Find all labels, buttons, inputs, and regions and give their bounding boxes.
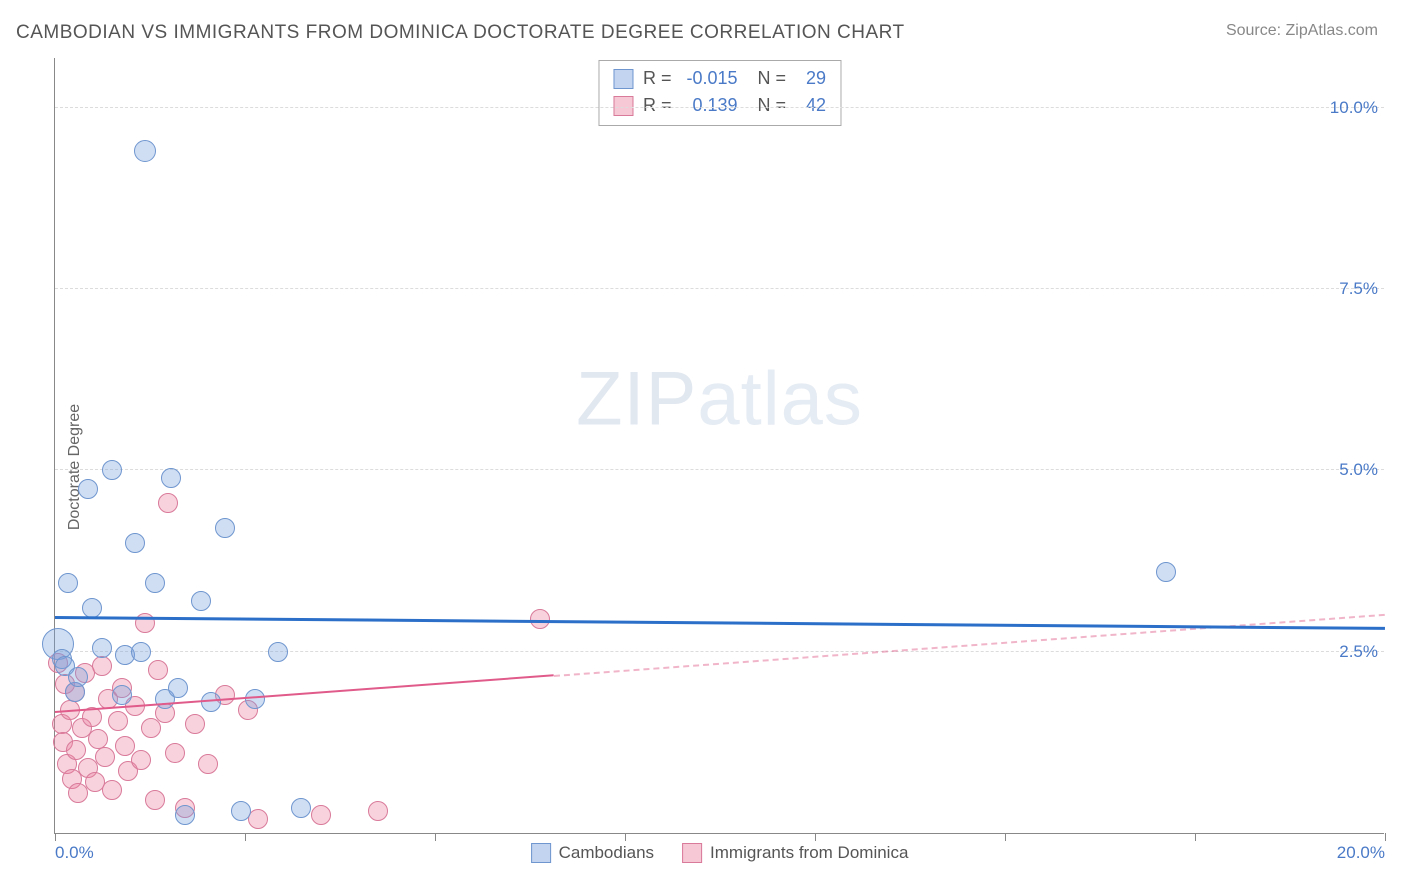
stat-r-cambodians: -0.015 xyxy=(682,65,738,92)
stat-n-label: N = xyxy=(748,65,787,92)
data-point-cambodians xyxy=(215,518,235,538)
watermark-light: atlas xyxy=(697,357,863,442)
data-point-cambodians xyxy=(245,689,265,709)
swatch-blue xyxy=(531,843,551,863)
x-tick xyxy=(1385,833,1386,841)
data-point-cambodians xyxy=(201,692,221,712)
stat-r-label: R = xyxy=(643,92,672,119)
x-tick-label: 20.0% xyxy=(1337,843,1385,863)
x-tick xyxy=(435,833,436,841)
data-point-dominica xyxy=(158,493,178,513)
legend-item-dominica: Immigrants from Dominica xyxy=(682,843,908,863)
x-tick xyxy=(1195,833,1196,841)
data-point-cambodians xyxy=(125,533,145,553)
source-label: Source: ZipAtlas.com xyxy=(1226,22,1378,40)
data-point-cambodians xyxy=(231,801,251,821)
y-tick-label: 5.0% xyxy=(1339,460,1378,480)
x-tick xyxy=(245,833,246,841)
stats-row-cambodians: R = -0.015 N = 29 xyxy=(613,65,826,92)
x-tick xyxy=(815,833,816,841)
data-point-cambodians xyxy=(268,642,288,662)
gridline xyxy=(55,651,1384,652)
chart-title: CAMBODIAN VS IMMIGRANTS FROM DOMINICA DO… xyxy=(16,22,905,44)
gridline xyxy=(55,107,1384,108)
swatch-blue xyxy=(613,69,633,89)
stat-n-cambodians: 29 xyxy=(796,65,826,92)
data-point-dominica xyxy=(145,790,165,810)
data-point-cambodians xyxy=(112,685,132,705)
data-point-cambodians xyxy=(291,798,311,818)
stat-r-dominica: 0.139 xyxy=(682,92,738,119)
stat-r-label: R = xyxy=(643,65,672,92)
x-tick xyxy=(1005,833,1006,841)
watermark: ZIPatlas xyxy=(576,356,863,443)
plot-area: ZIPatlas R = -0.015 N = 29 R = 0.139 N =… xyxy=(54,58,1384,834)
data-point-dominica xyxy=(88,729,108,749)
stat-n-label: N = xyxy=(748,92,787,119)
x-tick xyxy=(55,833,56,841)
data-point-dominica xyxy=(368,801,388,821)
gridline xyxy=(55,288,1384,289)
data-point-dominica xyxy=(165,743,185,763)
data-point-cambodians xyxy=(82,598,102,618)
data-point-dominica xyxy=(148,660,168,680)
legend-label-cambodians: Cambodians xyxy=(559,843,654,863)
data-point-cambodians xyxy=(134,140,156,162)
data-point-dominica xyxy=(66,740,86,760)
y-tick-label: 2.5% xyxy=(1339,642,1378,662)
x-tick xyxy=(625,833,626,841)
data-point-dominica xyxy=(95,747,115,767)
data-point-cambodians xyxy=(1156,562,1176,582)
data-point-cambodians xyxy=(68,667,88,687)
x-tick-label: 0.0% xyxy=(55,843,94,863)
y-tick-label: 7.5% xyxy=(1339,279,1378,299)
data-point-cambodians xyxy=(191,591,211,611)
legend-label-dominica: Immigrants from Dominica xyxy=(710,843,908,863)
data-point-cambodians xyxy=(102,460,122,480)
data-point-dominica xyxy=(92,656,112,676)
data-point-cambodians xyxy=(78,479,98,499)
trend-line-cambodians xyxy=(55,616,1385,630)
data-point-cambodians xyxy=(168,678,188,698)
data-point-dominica xyxy=(131,750,151,770)
stats-row-dominica: R = 0.139 N = 42 xyxy=(613,92,826,119)
data-point-cambodians xyxy=(131,642,151,662)
data-point-cambodians xyxy=(161,468,181,488)
legend-item-cambodians: Cambodians xyxy=(531,843,654,863)
stat-n-dominica: 42 xyxy=(796,92,826,119)
swatch-pink xyxy=(613,96,633,116)
data-point-cambodians xyxy=(175,805,195,825)
data-point-dominica xyxy=(102,780,122,800)
y-tick-label: 10.0% xyxy=(1330,98,1378,118)
data-point-dominica xyxy=(185,714,205,734)
swatch-pink xyxy=(682,843,702,863)
data-point-dominica xyxy=(108,711,128,731)
chart-container: Doctorate Degree ZIPatlas R = -0.015 N =… xyxy=(16,58,1390,876)
stats-legend-box: R = -0.015 N = 29 R = 0.139 N = 42 xyxy=(598,60,841,126)
gridline xyxy=(55,469,1384,470)
bottom-legend: Cambodians Immigrants from Dominica xyxy=(531,843,909,863)
data-point-dominica xyxy=(115,736,135,756)
data-point-cambodians xyxy=(92,638,112,658)
data-point-cambodians xyxy=(58,573,78,593)
watermark-bold: ZIP xyxy=(576,357,697,442)
data-point-dominica xyxy=(198,754,218,774)
data-point-cambodians xyxy=(145,573,165,593)
data-point-dominica xyxy=(311,805,331,825)
